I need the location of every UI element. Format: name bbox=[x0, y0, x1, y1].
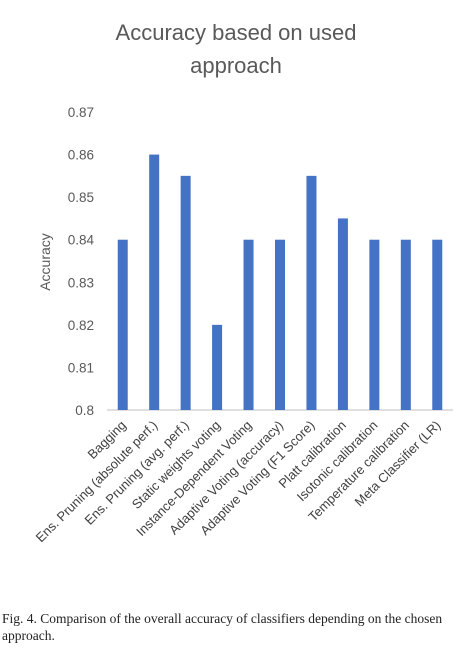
bar-chart: Accuracy based on used approach Accuracy… bbox=[33, 20, 453, 546]
chart-title-line-1: Accuracy based on used bbox=[116, 20, 357, 45]
y-axis-ticks: 0.8 0.81 0.82 0.83 0.84 0.85 0.86 0.87 bbox=[68, 105, 95, 418]
bar bbox=[243, 239, 254, 410]
bar bbox=[400, 239, 411, 410]
y-tick-label: 0.81 bbox=[68, 360, 94, 375]
y-tick-label: 0.85 bbox=[68, 190, 94, 205]
bar bbox=[149, 154, 160, 410]
y-tick-label: 0.87 bbox=[68, 105, 94, 120]
y-tick-label: 0.82 bbox=[68, 318, 94, 333]
bar bbox=[275, 239, 285, 410]
bar bbox=[180, 175, 191, 410]
y-tick-label: 0.84 bbox=[68, 233, 95, 248]
bar bbox=[337, 218, 348, 410]
bar bbox=[117, 239, 128, 410]
y-tick-label: 0.8 bbox=[75, 403, 94, 418]
bar bbox=[212, 324, 223, 410]
bar bbox=[369, 239, 380, 410]
bar bbox=[432, 239, 443, 410]
y-axis-title: Accuracy bbox=[37, 233, 53, 291]
bars-group bbox=[117, 154, 443, 410]
chart-title-line-2: approach bbox=[190, 53, 282, 78]
y-tick-label: 0.86 bbox=[68, 148, 94, 163]
figure-caption: Fig. 4. Comparison of the overall accura… bbox=[2, 611, 443, 643]
bar bbox=[306, 175, 317, 410]
y-tick-label: 0.83 bbox=[68, 275, 94, 290]
